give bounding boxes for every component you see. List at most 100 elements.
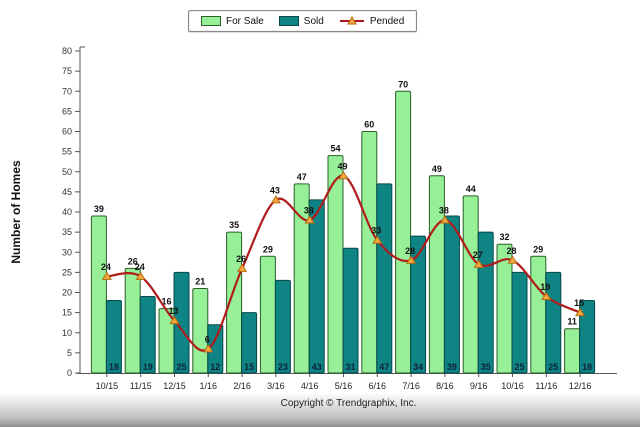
y-tick-label: 20 <box>62 288 72 298</box>
bar-for-sale <box>462 195 479 374</box>
x-tick-label: 11/16 <box>535 381 557 391</box>
sold-value-label: 19 <box>143 362 153 372</box>
pended-marker-icon <box>439 215 450 224</box>
x-tick-label: 5/16 <box>335 381 353 391</box>
bar-sold <box>274 279 291 374</box>
y-tick-label: 60 <box>62 127 72 137</box>
x-tick-label: 3/16 <box>267 381 285 391</box>
pended-marker-icon <box>473 259 484 268</box>
sold-value-label: 12 <box>210 362 220 372</box>
pended-marker-icon <box>372 235 383 244</box>
for-sale-value-label: 21 <box>195 276 205 286</box>
pended-value-label: 28 <box>405 246 415 256</box>
bar-sold <box>308 199 325 374</box>
for-sale-value-label: 54 <box>330 144 340 154</box>
sold-value-label: 39 <box>447 362 457 372</box>
pended-value-label: 49 <box>337 161 347 171</box>
pended-value-label: 24 <box>101 262 111 272</box>
y-tick-label: 45 <box>62 187 72 197</box>
pended-marker-icon <box>237 263 248 272</box>
bar-sold <box>105 300 122 374</box>
legend-item-for-sale: For Sale <box>201 16 264 27</box>
y-tick-label: 5 <box>67 348 72 358</box>
sold-value-label: 35 <box>481 362 491 372</box>
legend-label-sold: Sold <box>303 15 324 27</box>
for-sale-value-label: 29 <box>533 244 543 254</box>
x-tick-label: 12/16 <box>569 381 592 391</box>
bar-sold <box>579 300 596 374</box>
pended-value-label: 19 <box>540 282 550 292</box>
bar-sold <box>139 296 156 374</box>
y-axis-title: Number of Homes <box>9 160 23 264</box>
x-tick-label: 11/15 <box>130 381 152 391</box>
pended-value-label: 24 <box>135 262 145 272</box>
for-sale-value-label: 49 <box>432 164 442 174</box>
for-sale-value-label: 70 <box>398 79 408 89</box>
for-sale-value-label: 16 <box>161 297 171 307</box>
x-tick-label: 4/16 <box>301 381 319 391</box>
bar-sold <box>241 312 258 374</box>
for-sale-value-label: 44 <box>466 184 476 194</box>
legend-item-sold: Sold <box>278 15 324 27</box>
for-sale-value-label: 35 <box>229 220 239 230</box>
bar-sold <box>410 235 427 374</box>
y-tick-label: 50 <box>62 167 72 177</box>
x-tick-label: 2/16 <box>233 381 251 391</box>
pended-value-label: 15 <box>574 298 584 308</box>
x-tick-label: 9/16 <box>470 381 488 391</box>
pended-marker-icon <box>304 215 315 224</box>
bar-for-sale <box>395 90 412 374</box>
bar-for-sale <box>192 287 209 374</box>
pended-marker-icon <box>338 171 349 180</box>
y-tick-label: 40 <box>62 207 72 217</box>
bar-for-sale <box>124 267 141 374</box>
copyright-text: Copyright © Trendgraphix, Inc. <box>280 398 417 409</box>
for-sale-value-label: 47 <box>297 172 307 182</box>
pended-marker-icon <box>507 255 518 264</box>
chart-plot: 0 5 10 15 20 25 30 35 40 45 50 55 60 65 70 75 80 10/15 11/… <box>62 46 617 391</box>
pended-value-label: 27 <box>473 250 483 260</box>
legend-item-pended: Pended <box>339 16 404 27</box>
legend-label-pended: Pended <box>369 15 405 27</box>
pended-marker-icon <box>406 255 417 264</box>
x-tick-label: 10/16 <box>501 381 524 391</box>
for-sale-value-label: 39 <box>94 204 104 214</box>
sold-value-label: 47 <box>379 362 389 372</box>
y-tick-label: 65 <box>62 106 72 116</box>
bar-for-sale <box>530 255 547 374</box>
y-tick-label: 10 <box>62 328 72 338</box>
pended-value-label: 26 <box>236 254 246 264</box>
pended-marker-icon <box>203 344 214 353</box>
sold-value-label: 15 <box>244 362 254 372</box>
sold-value-label: 31 <box>345 362 355 372</box>
pended-value-label: 38 <box>304 206 314 216</box>
pended-value-label: 33 <box>371 226 381 236</box>
y-tick-label: 70 <box>62 86 72 96</box>
y-tick-label: 55 <box>62 147 72 157</box>
sold-value-label: 18 <box>582 362 592 372</box>
bar-sold <box>376 183 393 374</box>
for-sale-value-label: 11 <box>567 317 577 327</box>
x-tick-label: 1/16 <box>200 381 218 391</box>
pended-marker-icon <box>541 291 552 301</box>
legend-swatch-for-sale-icon <box>201 16 221 26</box>
sold-value-label: 34 <box>413 362 423 372</box>
for-sale-value-label: 29 <box>263 244 273 254</box>
pended-marker-icon <box>575 307 586 317</box>
pended-marker-icon <box>169 315 180 325</box>
pended-value-label: 28 <box>506 246 516 256</box>
sold-value-label: 18 <box>109 362 119 372</box>
pended-value-label: 6 <box>205 334 210 344</box>
y-tick-label: 35 <box>62 227 72 237</box>
sold-value-label: 25 <box>514 362 524 372</box>
for-sale-value-label: 60 <box>364 120 374 130</box>
y-tick-label: 80 <box>62 46 72 56</box>
pended-value-label: 38 <box>439 206 449 216</box>
y-tick-label: 15 <box>62 308 72 318</box>
for-sale-value-label: 26 <box>128 256 138 266</box>
bar-for-sale <box>259 255 276 374</box>
chart-legend: For Sale Sold Pended <box>188 10 418 32</box>
x-tick-label: 6/16 <box>369 381 387 391</box>
pended-marker-icon <box>135 271 146 280</box>
